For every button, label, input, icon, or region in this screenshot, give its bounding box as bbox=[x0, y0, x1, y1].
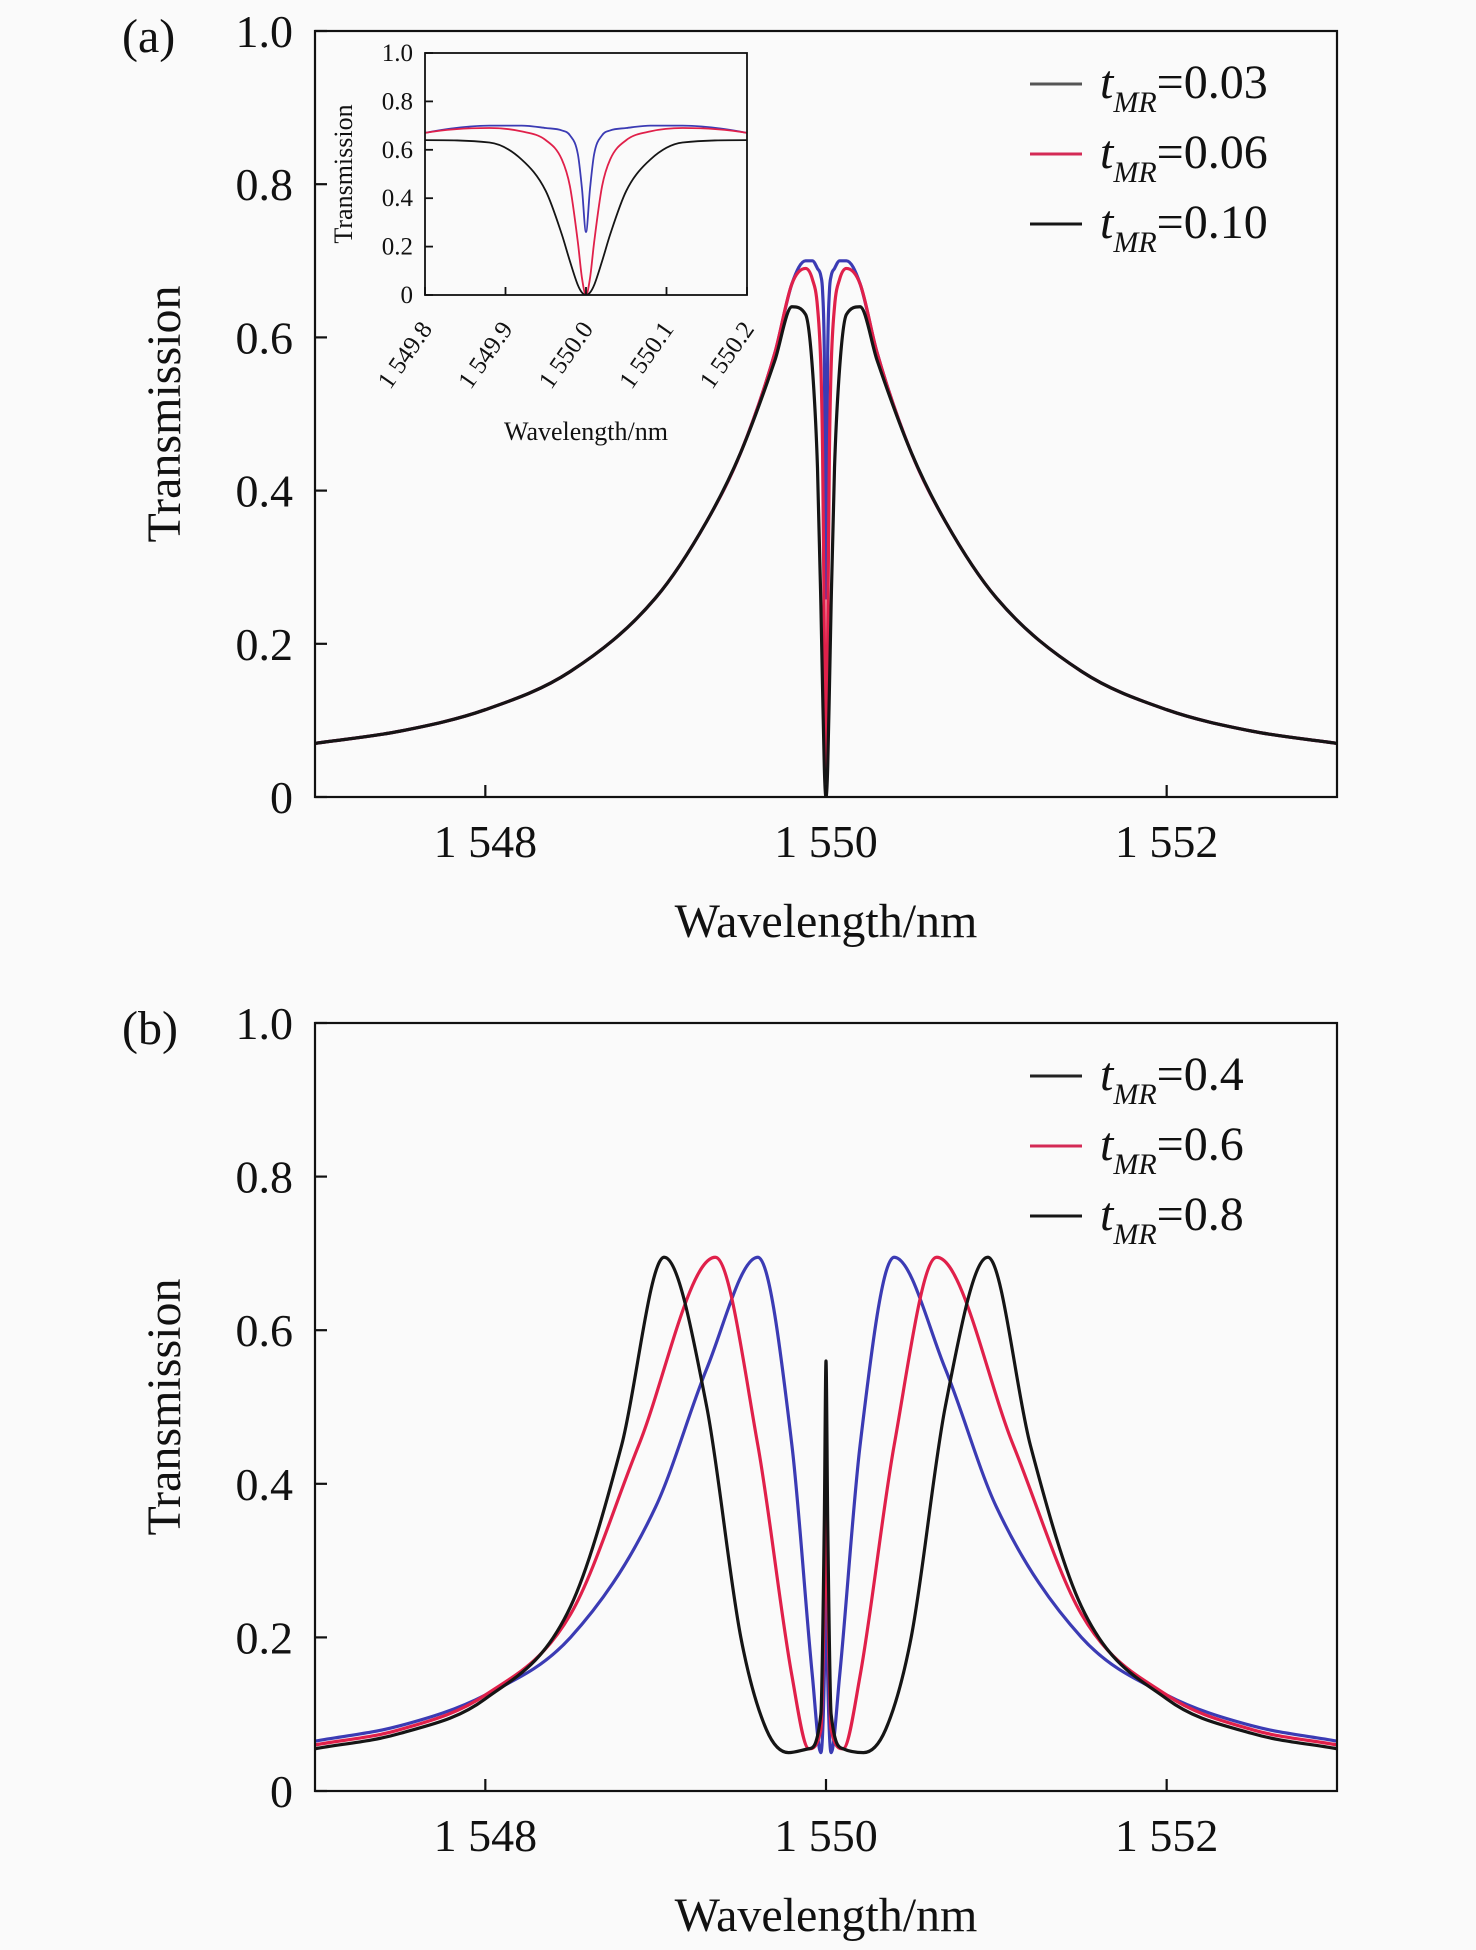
legend-subscript: MR bbox=[1112, 1078, 1156, 1111]
x-tick-label: 1 548 bbox=[434, 816, 538, 867]
y-tick-label: 1.0 bbox=[236, 6, 294, 57]
y-tick-label: 0.8 bbox=[236, 159, 294, 210]
legend-subscript: MR bbox=[1112, 1218, 1156, 1251]
legend-var: t bbox=[1100, 56, 1115, 109]
legend-label: tMR=0.6 bbox=[1100, 1118, 1244, 1181]
legend-item: tMR=0.10 bbox=[1030, 196, 1268, 259]
legend-value: =0.03 bbox=[1157, 56, 1268, 109]
y-tick-label: 0.6 bbox=[382, 137, 413, 164]
y-tick-label: 0.8 bbox=[236, 1152, 294, 1203]
y-tick-label: 0 bbox=[401, 282, 414, 309]
series-line-1 bbox=[425, 124, 747, 233]
inset-a-background bbox=[425, 53, 747, 295]
y-tick-label: 0.2 bbox=[236, 619, 294, 670]
legend-label: tMR=0.10 bbox=[1100, 196, 1268, 259]
series-line-3 bbox=[315, 305, 1337, 797]
x-tick-label: 1 550.2 bbox=[695, 317, 760, 394]
y-axis-title: Transmission bbox=[329, 104, 358, 243]
x-axis-title: Wavelength/nm bbox=[675, 895, 978, 948]
y-tick-label: 0.2 bbox=[382, 234, 413, 261]
series-line-2 bbox=[425, 127, 747, 295]
legend-subscript: MR bbox=[1112, 1148, 1156, 1181]
x-tick-label: 1 550 bbox=[774, 1810, 878, 1861]
legend-subscript: MR bbox=[1112, 156, 1156, 189]
legend-item: tMR=0.6 bbox=[1030, 1118, 1244, 1181]
panel-a-series bbox=[315, 259, 1337, 797]
legend-subscript: MR bbox=[1112, 86, 1156, 119]
legend-value: =0.06 bbox=[1157, 126, 1268, 179]
x-tick-label: 1 552 bbox=[1115, 816, 1219, 867]
legend-value: =0.6 bbox=[1157, 1118, 1244, 1171]
panel-label-a: (a) bbox=[122, 10, 175, 63]
y-tick-label: 0.4 bbox=[236, 1459, 294, 1510]
legend-var: t bbox=[1100, 196, 1115, 249]
y-tick-label: 0.4 bbox=[382, 185, 414, 212]
y-tick-label: 1.0 bbox=[236, 998, 294, 1049]
inset-a: 1 549.8 1 549.9 1 550.0 1 550.1 1 550.2 0 0.2 0… bbox=[329, 40, 760, 446]
x-tick-label: 1 549.9 bbox=[453, 317, 518, 394]
x-tick-label: 1 549.8 bbox=[373, 317, 438, 394]
x-tick-label: 1 550 bbox=[774, 816, 878, 867]
panel-label-b: (b) bbox=[122, 1002, 178, 1055]
legend-label: tMR=0.06 bbox=[1100, 126, 1268, 189]
legend-value: =0.8 bbox=[1157, 1188, 1244, 1241]
panel-b-series bbox=[315, 1255, 1337, 1755]
legend-label: tMR=0.03 bbox=[1100, 56, 1268, 119]
panel-b: 1 548 1 550 1 552 0 0.2 0.4 0.6 0.8 1.0 Wavelengt… bbox=[122, 998, 1339, 1942]
x-tick-label: 1 548 bbox=[434, 1810, 538, 1861]
legend-var: t bbox=[1100, 1048, 1115, 1101]
x-axis-title: Wavelength/nm bbox=[675, 1889, 978, 1942]
y-tick-label: 0.4 bbox=[236, 466, 294, 517]
legend-value: =0.10 bbox=[1157, 196, 1268, 249]
legend-var: t bbox=[1100, 1118, 1115, 1171]
y-tick-label: 0.6 bbox=[236, 1305, 294, 1356]
inset-a-series bbox=[425, 124, 747, 295]
y-axis-title: Transmission bbox=[138, 1279, 191, 1536]
y-tick-label: 1.0 bbox=[382, 40, 413, 67]
legend-var: t bbox=[1100, 1188, 1115, 1241]
x-tick-label: 1 550.1 bbox=[614, 317, 679, 394]
y-tick-label: 0.2 bbox=[236, 1612, 294, 1663]
legend-label: tMR=0.4 bbox=[1100, 1048, 1244, 1111]
legend-value: =0.4 bbox=[1157, 1048, 1244, 1101]
y-tick-label: 0.6 bbox=[236, 312, 294, 363]
x-axis-title: Wavelength/nm bbox=[504, 417, 668, 446]
legend-var: t bbox=[1100, 126, 1115, 179]
legend-item: tMR=0.06 bbox=[1030, 126, 1268, 189]
panel-a: 1 548 1 550 1 552 0 0.2 0.4 0.6 0.8 1.0 Wavelengt… bbox=[122, 6, 1339, 948]
series-line-3 bbox=[425, 139, 747, 295]
legend-subscript: MR bbox=[1112, 226, 1156, 259]
legend-label: tMR=0.8 bbox=[1100, 1188, 1244, 1251]
y-tick-label: 0 bbox=[270, 772, 293, 823]
legend-item: tMR=0.8 bbox=[1030, 1188, 1244, 1251]
series-line-3 bbox=[315, 1255, 1337, 1755]
y-tick-label: 0 bbox=[270, 1766, 293, 1817]
x-tick-label: 1 550.0 bbox=[534, 317, 599, 394]
legend-item: tMR=0.4 bbox=[1030, 1048, 1244, 1111]
y-tick-label: 0.8 bbox=[382, 88, 413, 115]
legend-item: tMR=0.03 bbox=[1030, 56, 1268, 119]
y-axis-title: Transmission bbox=[138, 286, 191, 543]
x-tick-label: 1 552 bbox=[1115, 1810, 1219, 1861]
